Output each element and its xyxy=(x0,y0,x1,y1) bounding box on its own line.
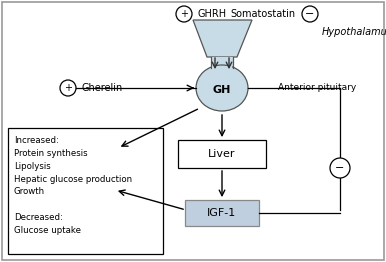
Circle shape xyxy=(330,158,350,178)
Text: −: − xyxy=(305,9,315,19)
Bar xyxy=(178,140,266,168)
Text: Gherelin: Gherelin xyxy=(82,83,123,93)
Text: IGF-1: IGF-1 xyxy=(207,208,237,218)
Text: +: + xyxy=(64,83,72,93)
Text: GH: GH xyxy=(213,85,231,95)
Text: GHRH: GHRH xyxy=(198,9,227,19)
Text: Anterior pituitary: Anterior pituitary xyxy=(278,84,356,92)
Polygon shape xyxy=(193,20,252,57)
Text: Liver: Liver xyxy=(208,149,236,159)
Ellipse shape xyxy=(196,65,248,111)
Bar xyxy=(8,128,163,254)
Polygon shape xyxy=(211,57,233,68)
Text: Increased:
Protein synthesis
Lipolysis
Hepatic glucose production
Growth

Decrea: Increased: Protein synthesis Lipolysis H… xyxy=(14,136,132,235)
Polygon shape xyxy=(212,66,232,72)
Text: +: + xyxy=(180,9,188,19)
Text: Somatostatin: Somatostatin xyxy=(230,9,295,19)
Text: Hypothalamus: Hypothalamus xyxy=(322,27,386,37)
Text: −: − xyxy=(335,163,345,173)
Bar xyxy=(185,200,259,226)
